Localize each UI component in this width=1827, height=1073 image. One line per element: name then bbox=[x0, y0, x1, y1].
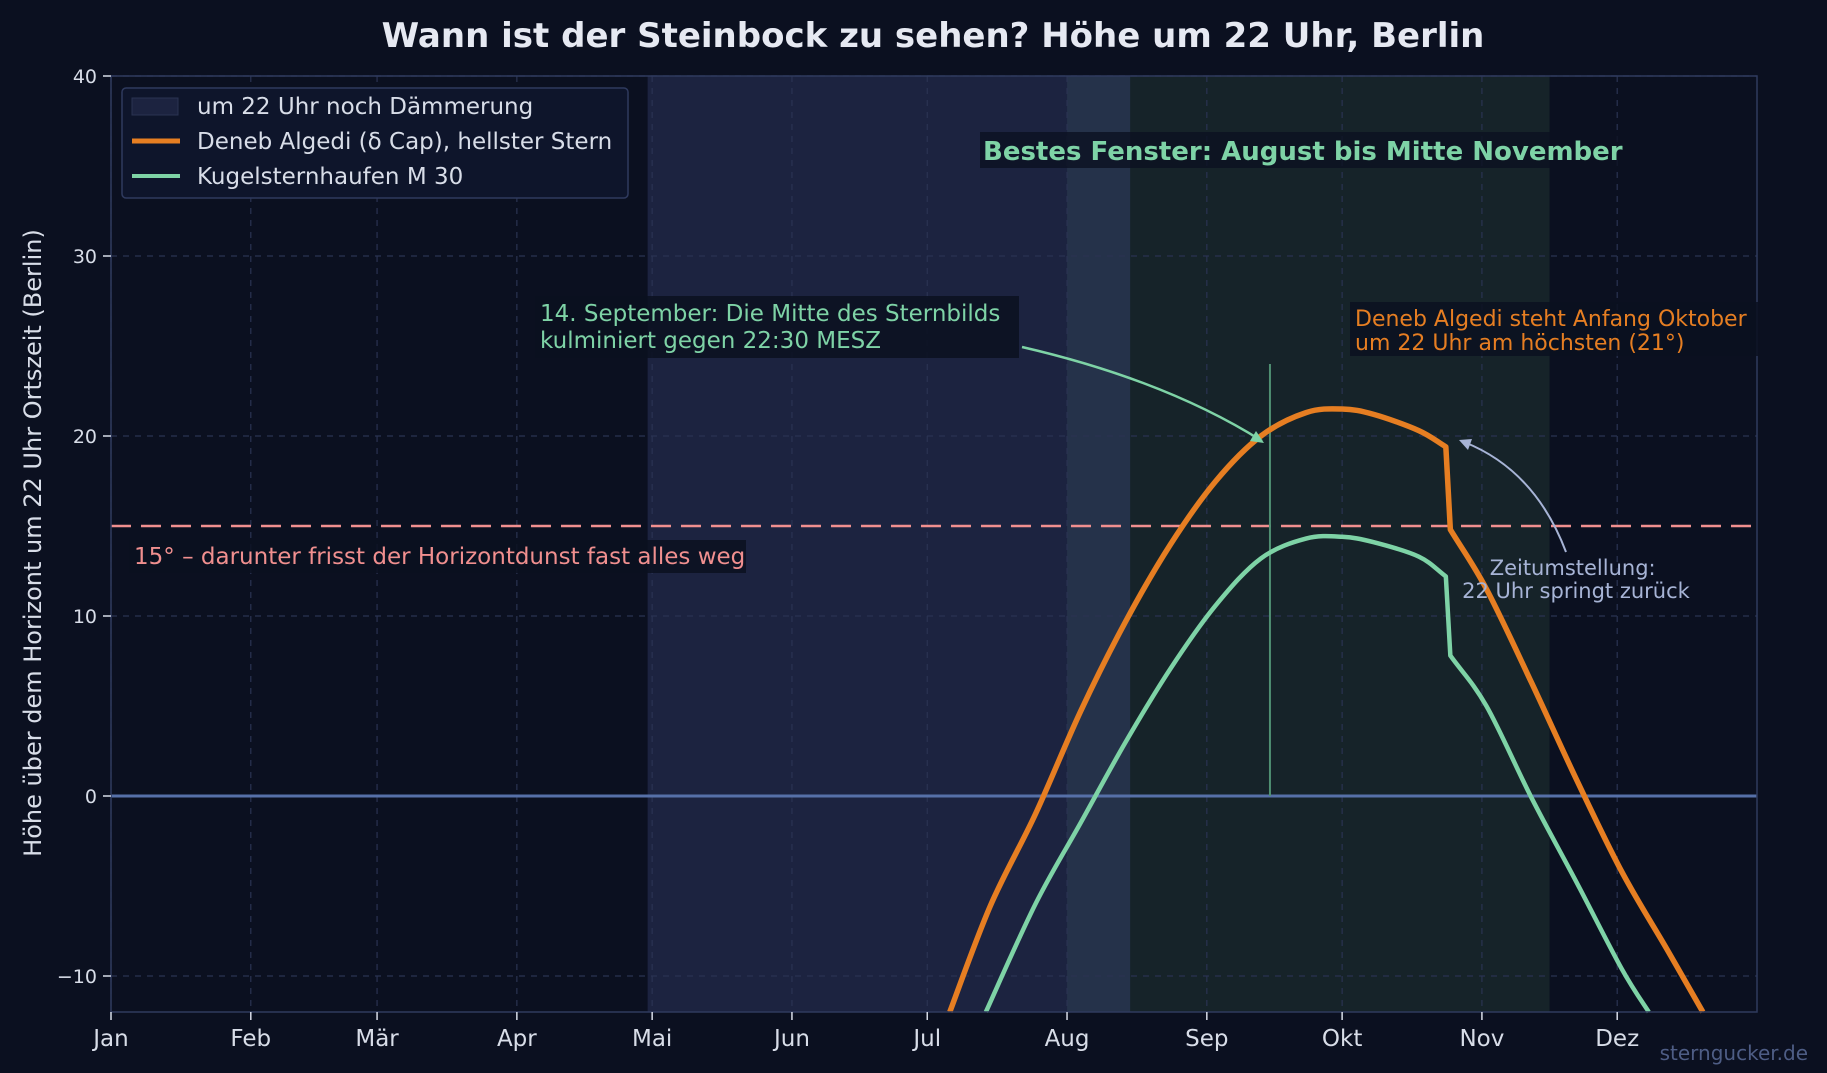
legend-label-deneb: Deneb Algedi (δ Cap), hellster Stern bbox=[197, 129, 612, 155]
dst-note: Zeitumstellung: 22 Uhr springt zurück bbox=[1462, 556, 1690, 603]
credit-text: sterngucker.de bbox=[1660, 1041, 1808, 1065]
best-window-label-box bbox=[980, 132, 1621, 168]
y-tick-label-0: −10 bbox=[57, 966, 97, 988]
x-tick-label-Aug: Aug bbox=[1045, 1026, 1090, 1052]
y-tick-label-4: 30 bbox=[73, 246, 97, 268]
peak-note-line2: um 22 Uhr am höchsten (21°) bbox=[1355, 331, 1685, 356]
peak-note-line1: Deneb Algedi steht Anfang Oktober bbox=[1355, 307, 1748, 332]
overlap-band bbox=[1067, 76, 1131, 1012]
series-lines bbox=[947, 406, 1706, 1014]
chart-title: Wann ist der Steinbock zu sehen? Höhe um… bbox=[382, 16, 1485, 56]
x-tick-label-Jan: Jan bbox=[91, 1026, 128, 1052]
threshold-label: 15° – darunter frisst der Horizontdunst … bbox=[134, 544, 745, 570]
x-tick-label-Jul: Jul bbox=[911, 1026, 941, 1052]
y-tick-label-5: 40 bbox=[73, 66, 97, 88]
culmination-note-line1: 14. September: Die Mitte des Sternbilds bbox=[540, 301, 1000, 327]
x-tick-label-Nov: Nov bbox=[1459, 1026, 1504, 1052]
peak-note: Deneb Algedi steht Anfang Oktober um 22 … bbox=[1355, 307, 1754, 356]
y-tick-label-2: 10 bbox=[73, 606, 97, 628]
background-bands bbox=[111, 76, 1757, 1012]
legend: um 22 Uhr noch Dämmerung Deneb Algedi (δ… bbox=[121, 87, 629, 199]
axes bbox=[110, 75, 1758, 1013]
y-tick-label-1: 0 bbox=[85, 786, 97, 808]
y-tick-label-3: 20 bbox=[73, 426, 97, 448]
x-tick-label-Sep: Sep bbox=[1185, 1026, 1228, 1052]
legend-label-twilight: um 22 Uhr noch Dämmerung bbox=[197, 94, 533, 120]
legend-frame bbox=[121, 87, 629, 199]
x-tick-label-Mai: Mai bbox=[632, 1026, 672, 1052]
culmination-arrowhead bbox=[1250, 431, 1264, 443]
dst-note-line1: Zeitumstellung: bbox=[1490, 556, 1656, 580]
x-tick-label-Okt: Okt bbox=[1322, 1026, 1362, 1052]
culmination-note-box bbox=[535, 296, 1019, 358]
series-line-1 bbox=[983, 533, 1651, 1014]
peak-note-box bbox=[1350, 302, 1758, 356]
y-axis-label: Höhe über dem Horizont um 22 Uhr Ortszei… bbox=[19, 229, 47, 857]
best-window-label: Bestes Fenster: August bis Mitte Novembe… bbox=[983, 137, 1623, 167]
legend-swatch-twilight bbox=[131, 97, 179, 116]
dst-arrow bbox=[1463, 441, 1567, 553]
x-tick-label-Dez: Dez bbox=[1595, 1026, 1639, 1052]
best-window-band bbox=[1067, 76, 1550, 1012]
dst-arrowhead bbox=[1459, 439, 1472, 450]
reference-lines bbox=[111, 364, 1757, 798]
x-tick-label-Jun: Jun bbox=[772, 1026, 810, 1052]
culmination-note: 14. September: Die Mitte des Sternbilds … bbox=[540, 301, 1008, 354]
x-tick-label-Apr: Apr bbox=[497, 1026, 537, 1052]
dst-note-line2: 22 Uhr springt zurück bbox=[1462, 579, 1690, 603]
threshold-label-box bbox=[129, 540, 746, 573]
x-tick-label-Mär: Mär bbox=[355, 1026, 399, 1052]
series-line-0 bbox=[947, 406, 1706, 1014]
tick-labels: −10 0 10 20 30 40 Jan Feb Mär Apr Mai Jun Jul Aug Sep O… bbox=[57, 66, 1639, 1052]
culmination-arrow bbox=[1021, 345, 1263, 443]
axes-frame bbox=[110, 75, 1758, 1013]
legend-label-m30: Kugelsternhaufen M 30 bbox=[197, 164, 463, 190]
culmination-note-line2: kulminiert gegen 22:30 MESZ bbox=[540, 328, 881, 354]
x-tick-label-Feb: Feb bbox=[230, 1026, 271, 1052]
